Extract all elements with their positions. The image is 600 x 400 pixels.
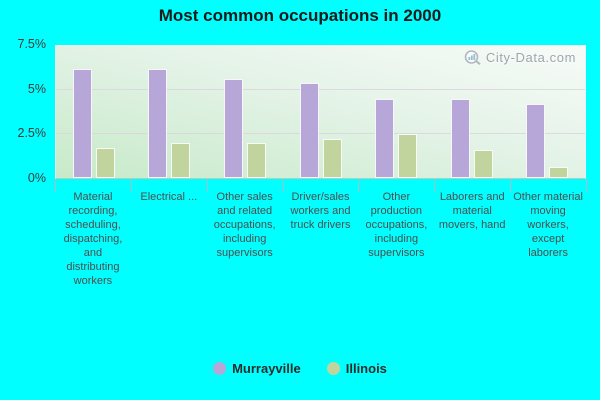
legend-item-illinois: Illinois — [326, 361, 387, 376]
x-axis-tick — [55, 179, 56, 192]
gridline — [56, 133, 585, 134]
bar-group — [509, 46, 585, 178]
x-axis-tick — [586, 179, 587, 192]
bar-illinois-4 — [398, 134, 418, 178]
bar-group — [358, 46, 434, 178]
bar-group — [434, 46, 510, 178]
x-axis-label: Other sales and related occupations, inc… — [213, 191, 276, 259]
legend-label: Murrayville — [232, 361, 301, 376]
legend: Murrayville Illinois — [0, 361, 600, 376]
x-axis-tick — [510, 179, 512, 192]
bar-murrayville-5 — [450, 98, 470, 178]
y-axis-label: 5% — [27, 81, 46, 96]
legend-item-murrayville: Murrayville — [213, 361, 301, 376]
y-axis-label: 0% — [27, 171, 46, 185]
bar-murrayville-4 — [375, 98, 395, 178]
bar-illinois-5 — [473, 149, 493, 178]
bar-illinois-1 — [171, 142, 191, 178]
bar-illinois-6 — [549, 167, 569, 178]
bar-murrayville-6 — [526, 104, 546, 178]
chart-title: Most common occupations in 2000 — [158, 6, 442, 25]
bar-murrayville-1 — [148, 68, 168, 178]
x-axis-tick — [282, 179, 284, 192]
bar-murrayville-3 — [299, 82, 319, 178]
watermark: City-Data.com — [463, 49, 576, 66]
watermark-text: City-Data.com — [485, 50, 576, 65]
legend-swatch-icon — [213, 362, 227, 375]
plot-area: City-Data.com — [55, 45, 586, 179]
y-axis-label: 2.5% — [17, 126, 47, 141]
bar-groups — [56, 46, 585, 178]
gridline — [56, 89, 585, 90]
bar-group — [56, 46, 132, 178]
city-data-logo-icon — [464, 50, 481, 65]
bar-illinois-2 — [246, 142, 266, 178]
x-axis-tick — [434, 179, 436, 192]
legend-swatch-icon — [326, 362, 340, 375]
x-axis-labels: Material recording, scheduling, dispatch… — [55, 190, 586, 288]
bar-murrayville-0 — [72, 68, 92, 178]
x-axis-label: Laborers and material movers, hand — [438, 191, 506, 231]
x-axis-tick — [358, 179, 360, 192]
x-axis-label: Electrical ... — [140, 191, 198, 203]
x-axis-label: Driver/sales workers and truck drivers — [290, 191, 351, 231]
bar-illinois-0 — [95, 148, 115, 178]
y-axis-label: 7.5% — [17, 37, 47, 51]
bar-group — [132, 46, 208, 178]
x-axis-label: Material recording, scheduling, dispatch… — [63, 191, 123, 287]
x-axis-label: Other material moving workers, except la… — [513, 191, 583, 259]
x-axis-tick — [206, 179, 208, 192]
x-axis-tick — [130, 179, 132, 192]
x-axis-label: Other production occupations, including … — [365, 191, 428, 259]
bar-group — [283, 46, 359, 178]
bar-group — [207, 46, 283, 178]
legend-label: Illinois — [345, 361, 387, 376]
bar-illinois-3 — [322, 139, 342, 178]
bar-murrayville-2 — [223, 79, 243, 178]
